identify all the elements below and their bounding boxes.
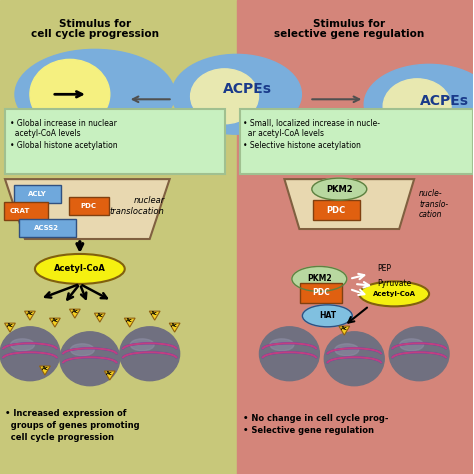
Text: acetyl-CoA levels: acetyl-CoA levels	[10, 129, 81, 138]
Text: HAT: HAT	[319, 311, 336, 320]
Text: Ac: Ac	[7, 323, 13, 328]
Ellipse shape	[389, 327, 449, 381]
Ellipse shape	[312, 178, 367, 200]
Ellipse shape	[359, 282, 429, 306]
Ellipse shape	[335, 344, 359, 356]
Ellipse shape	[30, 59, 110, 129]
Text: Ac: Ac	[97, 313, 103, 319]
Text: nucle-
translo-
cation: nucle- translo- cation	[419, 189, 448, 219]
Ellipse shape	[35, 254, 125, 284]
Ellipse shape	[70, 344, 94, 356]
Polygon shape	[339, 326, 350, 335]
Ellipse shape	[364, 64, 474, 144]
Ellipse shape	[15, 49, 174, 139]
FancyBboxPatch shape	[69, 197, 109, 215]
Polygon shape	[70, 309, 80, 318]
Text: ACPEs: ACPEs	[223, 82, 272, 96]
Text: PKM2: PKM2	[326, 184, 353, 193]
Polygon shape	[94, 313, 105, 322]
Ellipse shape	[60, 332, 120, 386]
Polygon shape	[124, 318, 135, 327]
Ellipse shape	[383, 79, 451, 134]
Text: Acetyl-CoA: Acetyl-CoA	[373, 291, 416, 297]
Text: Acetyl-CoA: Acetyl-CoA	[54, 264, 106, 273]
Text: Ac: Ac	[127, 319, 133, 323]
FancyBboxPatch shape	[4, 202, 48, 220]
FancyBboxPatch shape	[301, 283, 342, 303]
Text: Ac: Ac	[107, 371, 113, 376]
Ellipse shape	[172, 55, 301, 134]
Text: ACSS2: ACSS2	[35, 225, 59, 231]
Text: groups of genes promoting: groups of genes promoting	[5, 421, 140, 430]
Bar	[0, 0, 237, 474]
Text: PDC: PDC	[81, 203, 97, 209]
Text: Ac: Ac	[72, 310, 78, 314]
Ellipse shape	[292, 266, 347, 292]
Text: PKM2: PKM2	[307, 274, 332, 283]
Text: ACPEs: ACPEs	[419, 94, 469, 108]
Text: Stimulus for: Stimulus for	[313, 19, 385, 29]
Ellipse shape	[130, 339, 154, 351]
Polygon shape	[169, 323, 180, 332]
Text: CRAT: CRAT	[10, 208, 30, 214]
Polygon shape	[25, 311, 36, 320]
Ellipse shape	[0, 327, 60, 381]
Text: selective gene regulation: selective gene regulation	[274, 29, 424, 39]
FancyBboxPatch shape	[239, 109, 473, 174]
Polygon shape	[49, 318, 60, 327]
Ellipse shape	[400, 339, 424, 351]
Polygon shape	[149, 311, 160, 320]
Text: Ac: Ac	[341, 326, 347, 331]
Text: • Selective histone acetylation: • Selective histone acetylation	[244, 141, 361, 150]
FancyBboxPatch shape	[14, 185, 61, 203]
Text: • Small, localized increase in nucle-: • Small, localized increase in nucle-	[244, 119, 381, 128]
Text: • No change in cell cycle prog-: • No change in cell cycle prog-	[244, 414, 389, 423]
Text: Ac: Ac	[52, 319, 58, 323]
Text: cell cycle progression: cell cycle progression	[31, 29, 159, 39]
FancyBboxPatch shape	[5, 109, 225, 174]
Text: Pyruvate: Pyruvate	[377, 279, 411, 288]
Bar	[237, 0, 473, 474]
Ellipse shape	[120, 327, 180, 381]
FancyBboxPatch shape	[19, 219, 76, 237]
Ellipse shape	[191, 69, 258, 124]
Text: PDC: PDC	[327, 206, 346, 215]
Polygon shape	[104, 371, 115, 380]
Text: Ac: Ac	[42, 366, 48, 371]
Text: Stimulus for: Stimulus for	[59, 19, 131, 29]
Ellipse shape	[324, 332, 384, 386]
Text: PEP: PEP	[377, 264, 391, 273]
Text: • Global histone acetylation: • Global histone acetylation	[10, 141, 118, 150]
Text: PDC: PDC	[312, 288, 330, 297]
Ellipse shape	[270, 339, 294, 351]
Text: • Global increase in nuclear: • Global increase in nuclear	[10, 119, 117, 128]
Polygon shape	[5, 179, 170, 239]
Text: • Increased expression of: • Increased expression of	[5, 409, 127, 418]
Polygon shape	[5, 323, 15, 332]
Ellipse shape	[259, 327, 319, 381]
Text: • Selective gene regulation: • Selective gene regulation	[244, 426, 374, 435]
Text: Ac: Ac	[27, 311, 33, 316]
Text: ACLY: ACLY	[27, 191, 46, 197]
Ellipse shape	[302, 305, 352, 327]
FancyBboxPatch shape	[313, 200, 360, 220]
Text: nuclear
translocation: nuclear translocation	[110, 196, 164, 216]
Text: cell cycle progression: cell cycle progression	[5, 433, 114, 442]
Polygon shape	[284, 179, 414, 229]
Ellipse shape	[10, 339, 35, 351]
Text: Ac: Ac	[151, 311, 158, 316]
Text: Ac: Ac	[171, 323, 178, 328]
Polygon shape	[39, 366, 50, 375]
Text: ar acetyl-CoA levels: ar acetyl-CoA levels	[244, 129, 325, 138]
